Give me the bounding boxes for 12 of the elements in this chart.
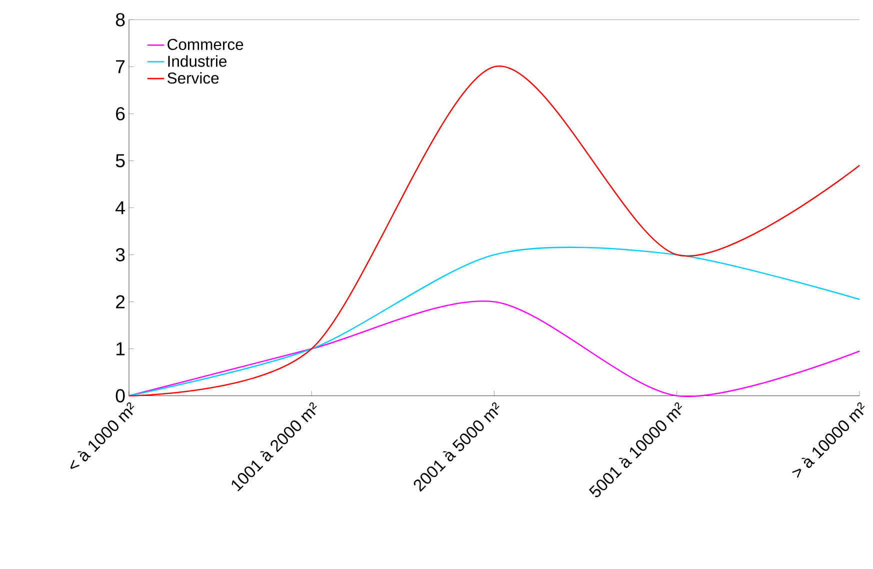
y-tick-label: 0 — [116, 389, 125, 402]
y-tick-label: 1 — [116, 342, 125, 356]
legend-label: Commerce — [168, 38, 244, 50]
y-tick-label: 5 — [116, 154, 125, 168]
y-tick-label: 4 — [116, 201, 125, 214]
y-tick-label: 8 — [116, 13, 125, 26]
legend-label: Service — [168, 72, 219, 84]
y-tick-label: 6 — [116, 107, 125, 120]
y-tick-label: 2 — [116, 295, 125, 308]
legend-label: Industrie — [168, 55, 227, 67]
y-tick-label: 3 — [116, 248, 125, 262]
y-tick-label: 7 — [116, 60, 125, 74]
